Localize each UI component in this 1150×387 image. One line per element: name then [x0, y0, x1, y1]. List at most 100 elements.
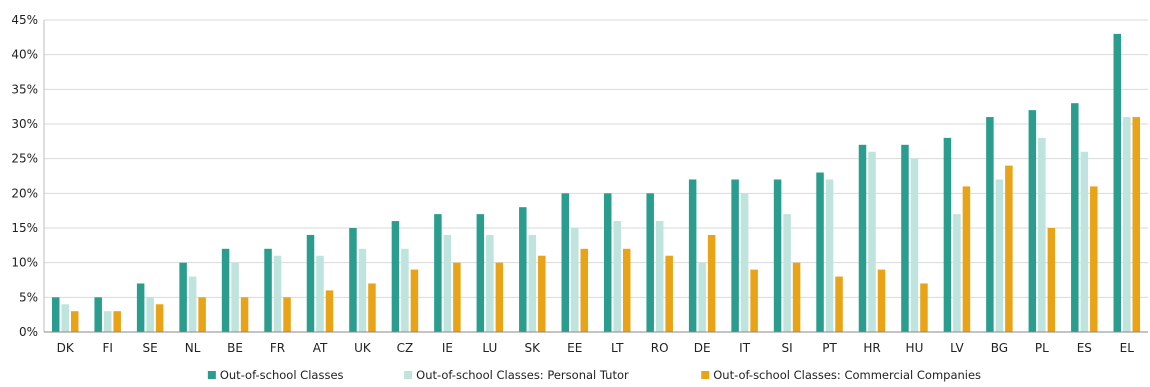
x-tick-label: BG [991, 341, 1008, 355]
x-axis: DK FI SE NL BE FR AT UK CZ IE LU SK EE LT RO DE IT SI PT HR… [44, 331, 1148, 355]
bar-hu-series-3 [920, 283, 928, 332]
x-tick-label: SE [143, 341, 158, 355]
x-tick-label: AT [313, 341, 328, 355]
bar-cz-series-3 [410, 269, 419, 332]
bar-fi-series-3 [113, 311, 121, 332]
bar-hr-series-3 [877, 269, 886, 332]
bar-ee-series-2 [571, 228, 579, 332]
x-tick-label: DE [694, 341, 711, 355]
bar-nl-series-3 [198, 297, 206, 332]
bar-ro-series-2 [655, 221, 664, 332]
bar-lt-series-1 [603, 193, 612, 332]
bar-fr-series-3 [283, 297, 291, 332]
bar-sk-series-1 [519, 207, 527, 332]
bar-fi-series-2 [103, 311, 112, 332]
bar-pl-series-2 [1038, 137, 1046, 332]
bar-ie-series-1 [434, 214, 442, 332]
bar-dk-series-3 [70, 311, 79, 332]
bar-nl-series-1 [179, 262, 187, 332]
bar-sk-series-2 [528, 234, 537, 332]
gridlines [44, 19, 1148, 333]
bar-hu-series-2 [910, 158, 919, 332]
x-tick-label: FI [102, 341, 112, 355]
bars [51, 33, 1141, 332]
bar-pt-series-2 [825, 179, 834, 332]
x-tick-label: NL [185, 341, 201, 355]
bar-si-series-2 [783, 214, 791, 332]
bar-at-series-2 [316, 255, 324, 332]
bar-pl-series-3 [1047, 228, 1056, 332]
bar-hu-series-1 [901, 144, 909, 332]
y-tick-label: 35% [11, 82, 38, 96]
bar-ie-series-2 [443, 234, 452, 332]
legend-swatch [404, 371, 413, 379]
bar-it-series-2 [740, 193, 749, 332]
y-tick-label: 25% [11, 152, 38, 166]
y-tick-label: 45% [11, 13, 38, 27]
y-tick-label: 5% [19, 290, 38, 304]
x-tick-label: UK [354, 341, 372, 355]
legend-label: Out-of-school Classes: Commercial Compan… [713, 368, 981, 382]
x-tick-label: LU [482, 341, 497, 355]
legend-swatch [701, 371, 710, 379]
x-tick-label: PL [1035, 341, 1049, 355]
x-tick-label: RO [651, 341, 669, 355]
bar-fr-series-2 [273, 255, 282, 332]
legend-label: Out-of-school Classes [220, 368, 344, 382]
bar-si-series-1 [773, 179, 782, 332]
bar-es-series-2 [1080, 151, 1089, 332]
y-axis: 0% 5% 10% 15% 20% 25% 30% 35% 40% 45% [11, 13, 45, 339]
x-tick-label: IE [442, 341, 453, 355]
bar-be-series-2 [231, 262, 239, 332]
y-tick-label: 15% [11, 221, 38, 235]
x-tick-label: SK [525, 341, 542, 355]
bar-pl-series-1 [1028, 110, 1037, 332]
y-tick-label: 20% [11, 186, 38, 200]
bar-it-series-3 [750, 269, 758, 332]
bar-bg-series-1 [986, 117, 994, 332]
bar-lv-series-1 [943, 137, 952, 332]
bar-dk-series-2 [61, 304, 69, 332]
bar-se-series-1 [136, 283, 145, 332]
bar-se-series-2 [146, 297, 154, 332]
legend-swatch [207, 371, 216, 379]
bar-de-series-1 [688, 179, 697, 332]
y-tick-label: 40% [11, 48, 38, 62]
y-tick-label: 10% [11, 256, 38, 270]
bar-fi-series-1 [94, 297, 102, 332]
x-tick-label: EE [567, 341, 582, 355]
bar-lu-series-2 [486, 234, 494, 332]
bar-be-series-1 [221, 248, 230, 332]
bar-es-series-3 [1090, 186, 1098, 332]
bar-be-series-3 [240, 297, 249, 332]
y-tick-label: 30% [11, 117, 38, 131]
x-tick-label: CZ [397, 341, 414, 355]
bar-lt-series-2 [613, 221, 621, 332]
bar-lu-series-1 [476, 214, 485, 332]
bar-pt-series-1 [816, 172, 824, 332]
bar-uk-series-3 [368, 283, 376, 332]
bar-uk-series-1 [349, 228, 357, 332]
bar-ee-series-1 [561, 193, 570, 332]
x-tick-label: SI [781, 341, 792, 355]
bar-hr-series-1 [858, 144, 867, 332]
x-tick-label: LT [611, 341, 624, 355]
bar-bg-series-3 [1005, 165, 1013, 332]
y-tick-label: 0% [19, 325, 38, 339]
bar-lv-series-2 [953, 214, 961, 332]
legend: Out-of-school Classes Out-of-school Class… [207, 368, 981, 382]
bar-el-series-3 [1132, 117, 1141, 332]
bar-ro-series-1 [646, 193, 654, 332]
bar-pt-series-3 [835, 276, 843, 332]
bar-lt-series-3 [622, 248, 631, 332]
x-tick-label: HU [906, 341, 924, 355]
x-tick-label: EL [1120, 341, 1135, 355]
bar-lu-series-3 [495, 262, 504, 332]
x-tick-label: LV [950, 341, 964, 355]
bar-it-series-1 [731, 179, 739, 332]
bar-dk-series-1 [51, 297, 60, 332]
bar-el-series-2 [1123, 117, 1131, 332]
x-tick-label: ES [1077, 341, 1092, 355]
legend-label: Out-of-school Classes: Personal Tutor [416, 368, 629, 382]
